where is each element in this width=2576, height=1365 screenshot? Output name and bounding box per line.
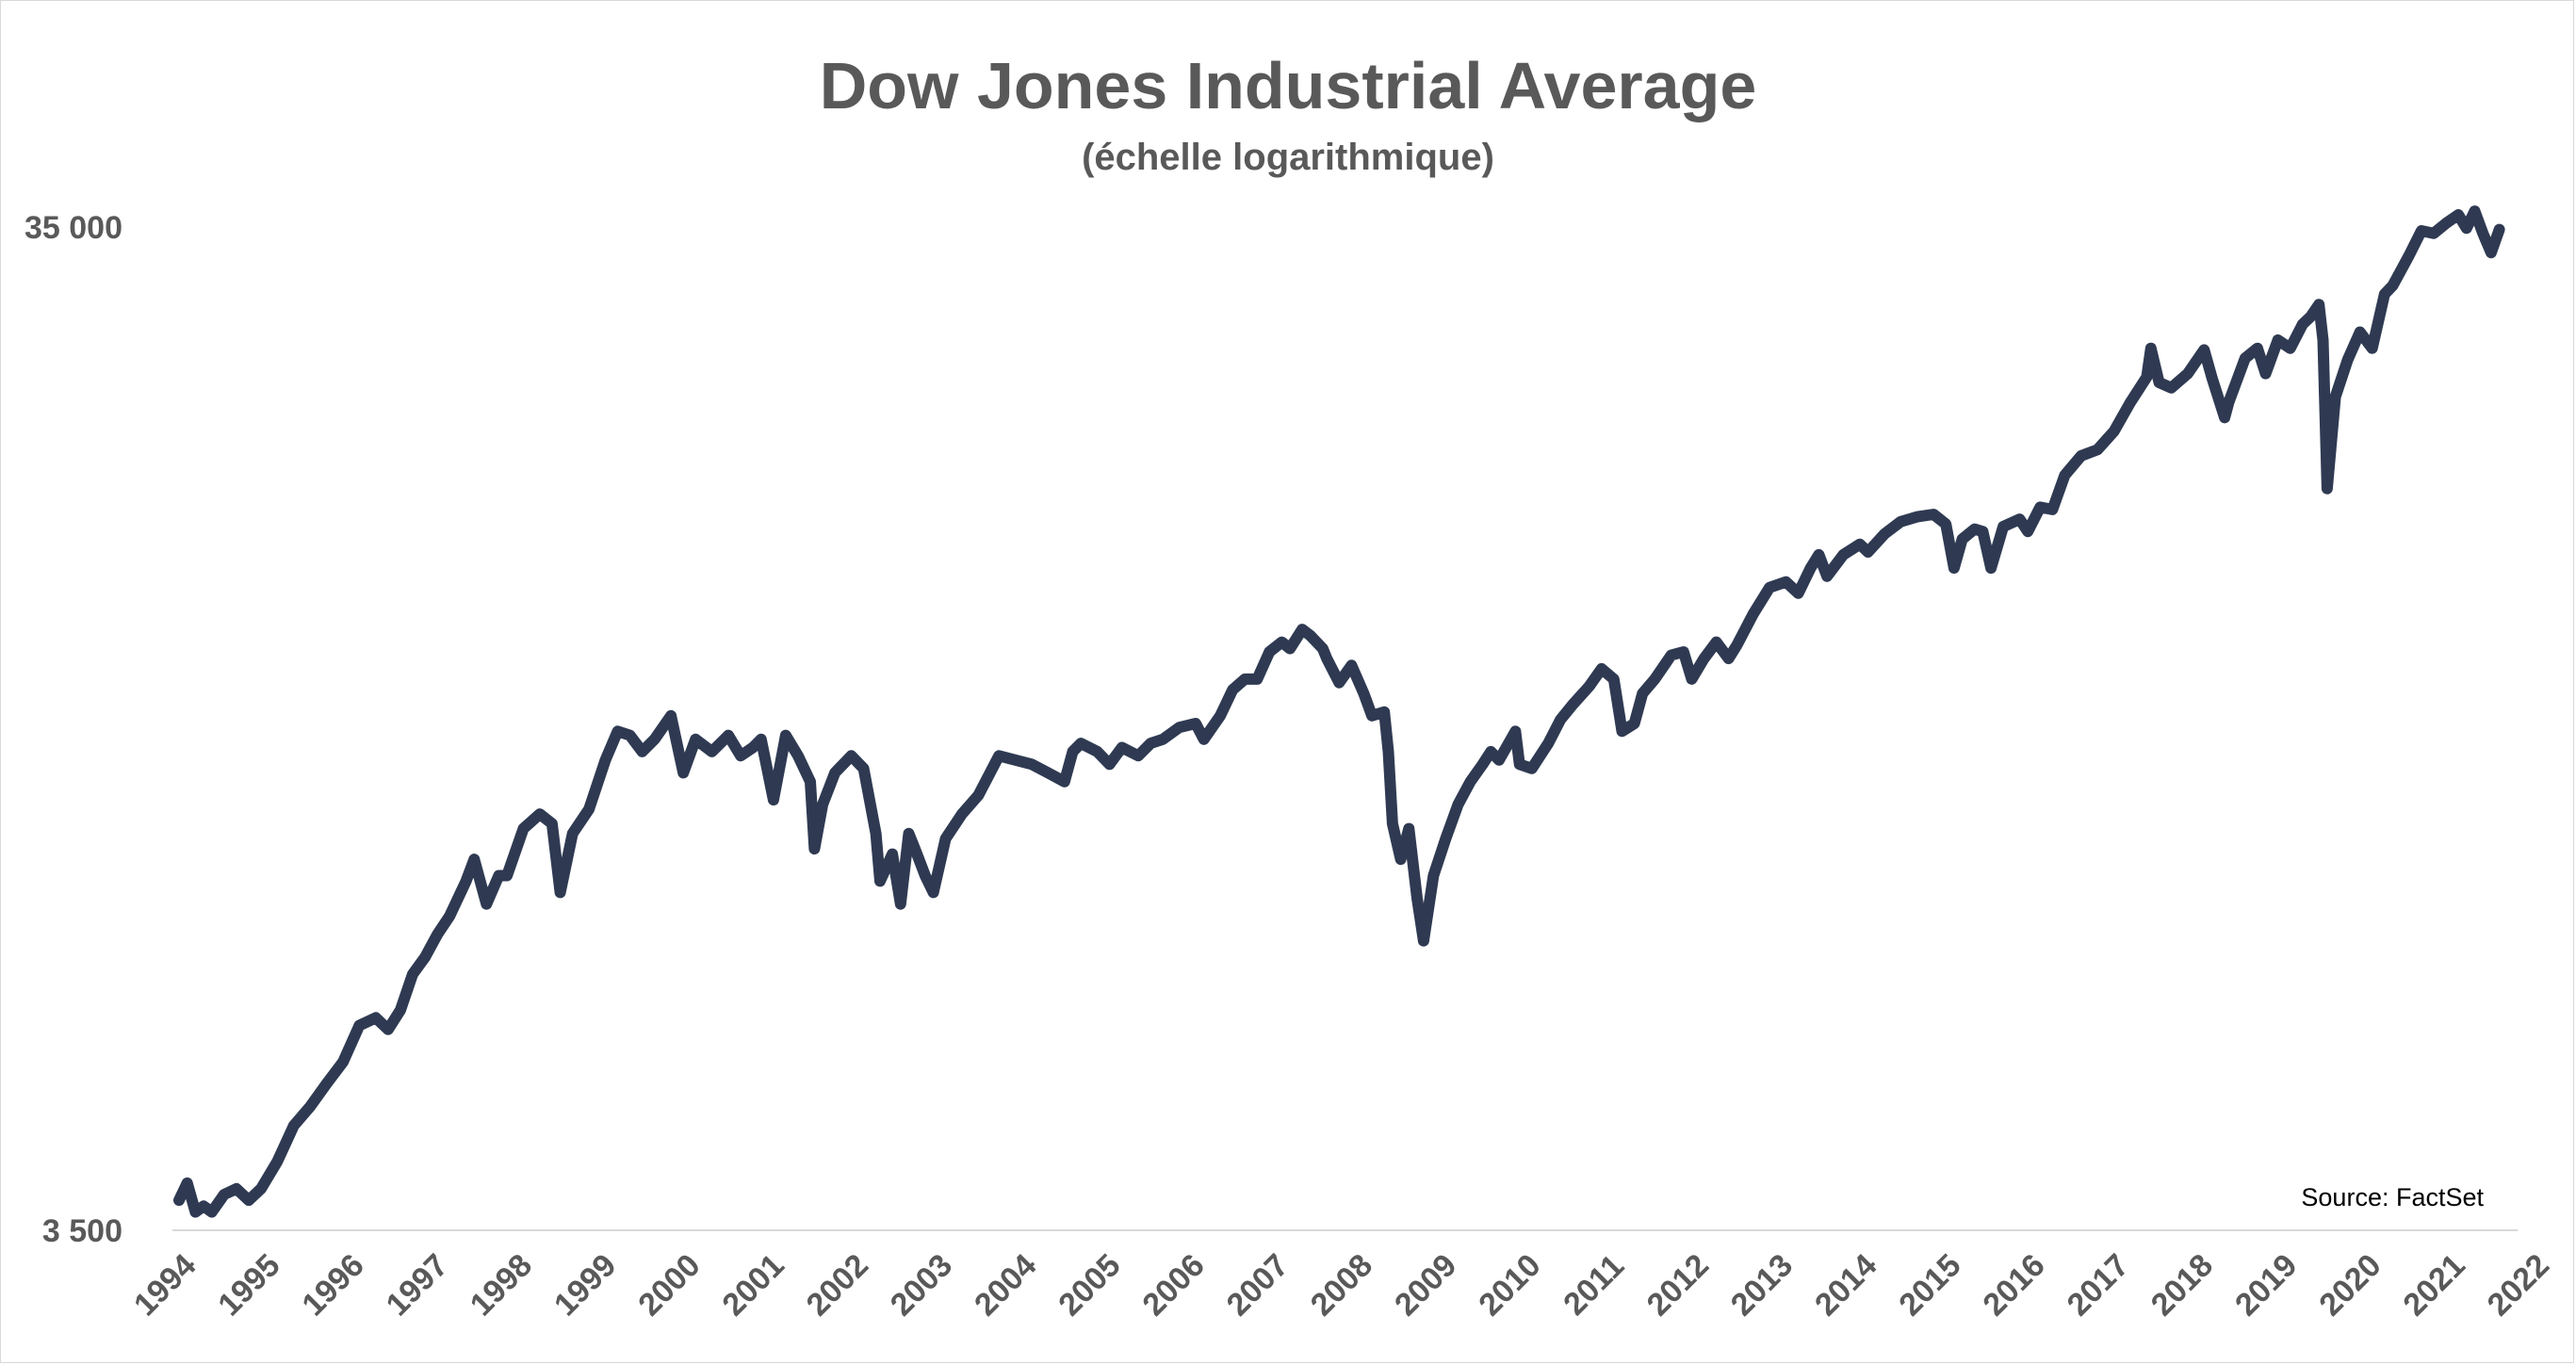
x-tick-label: 1999 [547,1247,623,1323]
x-tick-label: 2004 [968,1247,1043,1323]
x-tick-label: 2014 [1808,1247,1883,1323]
x-tick-label: 2017 [2061,1247,2136,1323]
x-tick-labels: 1994 1995 1996 1997 1998 1999 2000 2001 2002 2003… [127,1247,2556,1323]
x-tick-label: 2006 [1135,1247,1211,1323]
series-line-dow-jones [173,205,2505,1218]
x-tick-label: 1998 [464,1247,539,1323]
x-tick-label: 2009 [1388,1247,1463,1323]
source-note: Source: FactSet [2301,1183,2484,1211]
x-tick-label: 2015 [1892,1247,1967,1323]
x-tick-label: 2011 [1557,1248,1631,1323]
x-tick-label: 2020 [2312,1247,2388,1323]
x-tick-label: 2005 [1052,1247,1127,1323]
x-tick-label: 2010 [1472,1247,1547,1323]
x-tick-label: 2002 [800,1247,875,1323]
chart-title: Dow Jones Industrial Average [820,49,1757,122]
x-tick-label: 2013 [1724,1247,1800,1323]
x-tick-label: 2016 [1976,1247,2051,1323]
x-tick-label: 2018 [2144,1247,2220,1323]
x-tick-label: 1995 [211,1247,286,1323]
x-tick-label: 2001 [715,1247,791,1323]
x-tick-label: 2021 [2396,1247,2471,1323]
x-tick-label: 1994 [127,1247,203,1323]
y-tick-label: 3 500 [42,1213,122,1249]
x-tick-label: 2019 [2228,1247,2304,1323]
x-tick-label: 2007 [1220,1247,1296,1323]
y-tick-label: 35 000 [24,210,122,246]
x-tick-label: 2012 [1640,1247,1716,1323]
x-tick-label: 2022 [2481,1247,2556,1323]
x-tick-label: 2008 [1304,1247,1379,1323]
y-tick-labels: 3 500 35 000 [24,210,122,1249]
x-tick-label: 1996 [295,1247,370,1323]
x-tick-label: 2003 [884,1247,959,1323]
chart-subtitle: (échelle logarithmique) [1082,137,1494,178]
x-tick-label: 2000 [631,1247,707,1323]
x-tick-label: 1997 [380,1247,455,1323]
